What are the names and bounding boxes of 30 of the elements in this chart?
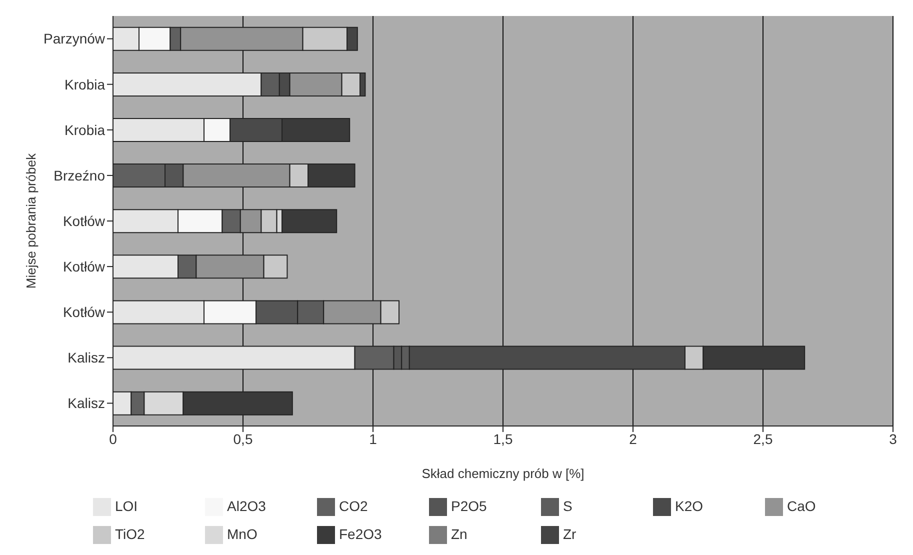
legend-label: Zn — [451, 525, 468, 544]
legend-label: CaO — [787, 497, 817, 516]
legend-label: MnO — [227, 525, 258, 544]
y-tick-label: Krobia — [64, 122, 106, 138]
legend-label: Fe2O3 — [339, 525, 383, 544]
y-tick-label: Parzynów — [44, 30, 106, 47]
x-tick-label: 2 — [629, 430, 638, 447]
y-axis-title: Miejse pobrania próbek — [24, 152, 39, 289]
legend-label: S — [563, 497, 574, 516]
legend-label: Zr — [563, 525, 578, 544]
legend-label: K2O — [675, 497, 704, 516]
x-tick-label: 0 — [109, 430, 118, 447]
y-tick-label: Brzeźno — [54, 167, 106, 184]
legend-label: CO2 — [339, 497, 369, 516]
legend-label: P2O5 — [451, 497, 488, 516]
x-tick-label: 3 — [889, 430, 898, 447]
x-tick-label: 0,5 — [233, 430, 253, 447]
y-tick-label: Krobia — [64, 76, 106, 92]
x-tick-label: 1 — [369, 430, 378, 447]
y-tick-label: Kalisz — [68, 350, 105, 366]
y-tick-label: Kotłów — [62, 258, 106, 275]
legend-label: TiO2 — [115, 525, 146, 544]
legend-label: LOI — [115, 497, 139, 516]
y-tick-label: Kotłów — [62, 304, 106, 320]
legend-label: Al2O3 — [227, 497, 267, 516]
y-tick-label: Kalisz — [68, 395, 105, 412]
x-tick-label: 2,5 — [753, 430, 773, 447]
x-axis-title: Skład chemiczny prób w [%] — [422, 466, 584, 481]
y-tick-label: Kotłów — [62, 212, 106, 229]
x-tick-label: 1,5 — [493, 430, 513, 447]
